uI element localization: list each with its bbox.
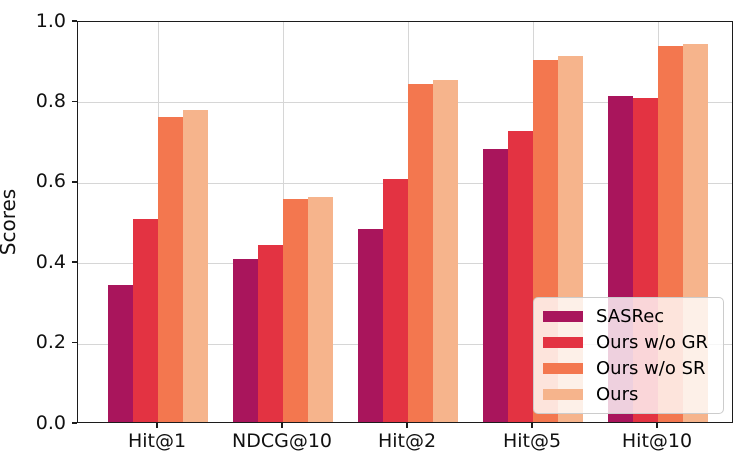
y-tick-label: 0.4 <box>35 250 66 273</box>
bar-ours-hit-2 <box>433 80 458 422</box>
bar-ours-w-o-sr-hit-2 <box>408 84 433 422</box>
y-tick-label: 0.8 <box>35 89 66 112</box>
y-tick-mark <box>72 100 77 103</box>
legend-item: Ours <box>543 381 714 407</box>
y-axis-label: Scores <box>0 188 20 256</box>
bar-ours-w-o-sr-hit-1 <box>158 116 183 422</box>
legend-swatch <box>543 362 583 374</box>
x-tick-label: Hit@10 <box>621 430 693 452</box>
bar-ours-w-o-gr-ndcg-10 <box>258 245 283 422</box>
bar-ours-w-o-gr-hit-5 <box>508 130 533 422</box>
legend-label: SASRec <box>596 306 665 328</box>
legend-item: Ours w/o SR <box>543 356 714 382</box>
y-tick-mark <box>72 180 77 183</box>
legend-item: SASRec <box>543 304 714 330</box>
bar-ours-hit-1 <box>183 110 208 422</box>
bar-sasrec-hit-2 <box>358 229 383 422</box>
legend-label: Ours <box>596 383 639 405</box>
bar-sasrec-hit-1 <box>108 285 133 422</box>
y-tick-label: 0.2 <box>35 331 66 354</box>
x-tick-mark <box>656 423 658 428</box>
bar-sasrec-hit-5 <box>483 148 508 422</box>
bar-ours-w-o-gr-hit-1 <box>133 219 158 422</box>
legend-label: Ours w/o GR <box>596 332 709 354</box>
legend-label: Ours w/o SR <box>596 357 706 379</box>
gridline-horizontal <box>78 102 732 104</box>
x-tick-label: Hit@1 <box>127 430 187 452</box>
y-tick-label: 0.6 <box>35 170 66 193</box>
legend-swatch <box>543 311 583 323</box>
y-tick-mark <box>72 261 77 264</box>
x-tick-label: Hit@2 <box>377 430 437 452</box>
bar-ours-w-o-gr-hit-2 <box>383 178 408 422</box>
legend-swatch <box>543 337 583 349</box>
legend: SASRec Ours w/o GR Ours w/o SR Ours <box>533 297 724 414</box>
bar-ours-w-o-sr-ndcg-10 <box>283 198 308 422</box>
bar-sasrec-ndcg-10 <box>233 259 258 422</box>
y-tick-mark <box>72 20 77 22</box>
x-tick-label: NDCG@10 <box>231 430 333 452</box>
x-tick-mark <box>406 423 408 428</box>
y-tick-mark <box>72 341 77 344</box>
legend-item: Ours w/o GR <box>543 330 714 356</box>
x-tick-label: Hit@5 <box>502 430 562 452</box>
y-tick-label: 1.0 <box>35 9 66 32</box>
y-tick-label: 0.0 <box>35 411 66 434</box>
bar-ours-ndcg-10 <box>308 196 333 422</box>
legend-swatch <box>543 388 583 400</box>
x-tick-mark <box>156 423 158 428</box>
x-tick-mark <box>531 423 533 428</box>
x-tick-mark <box>281 423 283 428</box>
y-tick-mark <box>72 422 77 424</box>
